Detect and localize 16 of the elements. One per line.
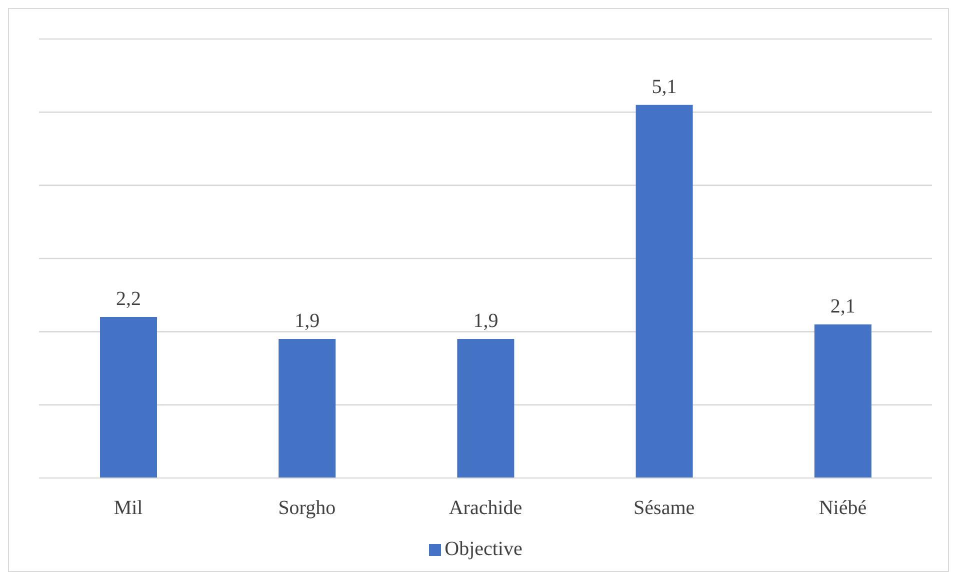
x-tick-label: Sorgho <box>278 497 336 520</box>
data-label: 2,2 <box>116 288 141 310</box>
bar <box>278 338 336 478</box>
bar <box>814 324 872 478</box>
x-tick-label: Arachide <box>448 497 522 520</box>
data-label: 1,9 <box>294 310 320 332</box>
bar <box>100 317 157 478</box>
bar <box>636 104 693 478</box>
data-label: 2,1 <box>830 295 856 318</box>
data-label: 5,1 <box>652 76 677 98</box>
bar <box>457 338 514 478</box>
x-tick-label: Niébé <box>818 497 867 520</box>
x-tick-label: Mil <box>114 497 144 520</box>
x-tick-label: Sésame <box>634 497 695 520</box>
data-label: 1,9 <box>473 310 498 332</box>
legend-label: Objective <box>444 538 522 560</box>
